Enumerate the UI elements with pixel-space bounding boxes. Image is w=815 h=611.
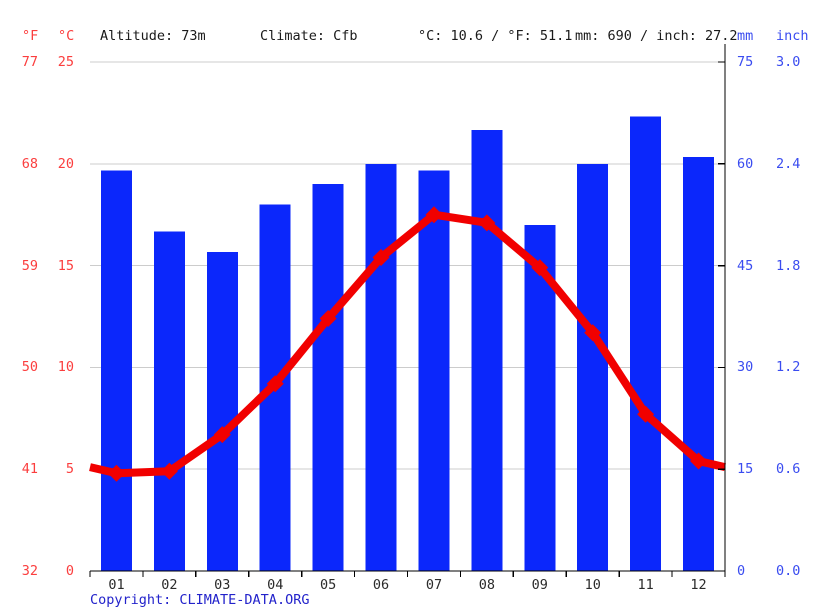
mm-tick: 75	[737, 54, 754, 70]
inch-axis-title: inch	[776, 28, 809, 44]
precipitation-bar	[577, 163, 609, 572]
celsius-tick: 20	[57, 155, 74, 172]
fahrenheit-tick: 59	[21, 257, 38, 274]
precipitation-bars	[100, 116, 715, 572]
month-label: 11	[637, 577, 654, 593]
precipitation-bar	[471, 129, 503, 571]
precipitation-bar	[206, 252, 238, 571]
temperature-point	[160, 462, 178, 480]
fahrenheit-tick: 77	[21, 54, 38, 70]
mm-tick: 30	[737, 359, 754, 376]
inch-tick: 0.6	[776, 461, 801, 478]
mm-axis-title: mm	[737, 28, 754, 44]
inch-tick: 3.0	[776, 54, 801, 70]
temperature-point	[531, 259, 549, 277]
climate-label: Climate: Cfb	[260, 28, 358, 44]
celsius-tick: 5	[65, 461, 74, 478]
month-label: 02	[161, 577, 178, 593]
temperature-point	[372, 248, 390, 266]
precipitation-bar	[683, 157, 715, 571]
fahrenheit-axis-title: °F	[22, 28, 39, 44]
temperature-point	[266, 375, 284, 393]
month-label: 03	[214, 577, 231, 593]
month-label: 07	[425, 577, 443, 593]
altitude-label: Altitude: 73m	[100, 28, 206, 44]
inch-tick: 1.2	[776, 359, 801, 376]
x-axis	[89, 570, 726, 577]
temperature-point	[319, 310, 337, 328]
mm-tick: 0	[737, 563, 746, 579]
celsius-tick: 0	[65, 563, 74, 579]
precipitation-bar	[153, 231, 185, 571]
inch-tick: 2.4	[776, 155, 801, 172]
inch-tick: 1.8	[776, 257, 801, 274]
precipitation-bar	[418, 170, 450, 571]
precipitation-bar	[630, 116, 662, 571]
month-label: 09	[531, 577, 548, 593]
mm-tick: 45	[737, 257, 754, 274]
climate-data-link[interactable]: CLIMATE-DATA.ORG	[179, 592, 310, 608]
precipitation-bar	[312, 184, 344, 571]
month-label: 12	[690, 577, 707, 593]
precipitation-summary: mm: 690 / inch: 27.2	[575, 28, 738, 44]
fahrenheit-tick: 50	[21, 359, 38, 376]
precipitation-bar	[365, 163, 397, 572]
mm-tick: 15	[737, 461, 754, 478]
precipitation-bar	[100, 170, 132, 571]
temperature-point	[690, 452, 708, 470]
month-label: 10	[584, 577, 601, 593]
celsius-tick: 10	[57, 359, 74, 376]
temperature-point	[213, 426, 231, 444]
fahrenheit-tick: 32	[21, 563, 38, 579]
right-axis	[718, 44, 726, 572]
gridlines	[90, 61, 725, 470]
month-label: 01	[108, 577, 125, 593]
temperature-point	[478, 214, 496, 232]
month-label: 05	[319, 577, 337, 593]
month-label: 06	[372, 577, 390, 593]
copyright-label: Copyright:	[90, 592, 180, 608]
temperature-point	[425, 206, 443, 224]
month-label: 08	[478, 577, 495, 593]
copyright: Copyright: CLIMATE-DATA.ORG	[90, 592, 309, 608]
temperature-point	[584, 324, 602, 342]
celsius-axis-title: °C	[58, 28, 75, 44]
temperature-line	[89, 206, 726, 482]
inch-tick: 0.0	[776, 563, 801, 579]
fahrenheit-tick: 68	[21, 155, 38, 172]
celsius-tick: 15	[57, 257, 74, 274]
mm-tick: 60	[737, 155, 754, 172]
temperature-summary: °C: 10.6 / °F: 51.1	[418, 28, 573, 44]
temperature-point	[637, 405, 655, 423]
celsius-tick: 25	[57, 54, 74, 70]
fahrenheit-tick: 41	[21, 461, 38, 478]
month-label: 04	[267, 577, 284, 593]
temperature-point	[107, 464, 125, 482]
